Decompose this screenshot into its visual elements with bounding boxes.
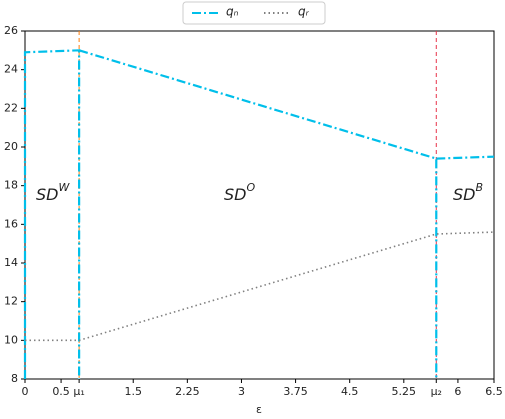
region-label: SDB	[453, 181, 483, 204]
y-tick-label: 24	[4, 63, 18, 76]
y-tick-label: 10	[4, 333, 18, 346]
x-axis-label: ε	[256, 403, 262, 416]
x-tick-label: μ₁	[73, 385, 84, 398]
x-tick-label: 1.5	[124, 385, 142, 398]
region-text: SD	[453, 185, 475, 204]
region-sup: O	[246, 181, 255, 194]
region-sup: B	[475, 181, 483, 194]
x-tick-label: 5.25	[392, 385, 417, 398]
region-text: SD	[36, 185, 58, 204]
region-label: SDO	[224, 181, 255, 204]
x-tick-label: 0.5	[52, 385, 70, 398]
series-line	[25, 231, 495, 342]
plot-frame	[24, 30, 495, 380]
x-tick-label: 3	[238, 385, 245, 398]
y-tick-label: 12	[4, 295, 18, 308]
region-text: SD	[224, 185, 246, 204]
y-tick-label: 22	[4, 101, 18, 114]
y-tick-label: 26	[4, 24, 18, 37]
y-tick-label: 8	[11, 372, 18, 385]
y-tick-label: 18	[4, 179, 18, 192]
y-tick-label: 20	[4, 140, 18, 153]
x-tick-label: 0	[22, 385, 29, 398]
y-tick-label: 14	[4, 256, 18, 269]
legend-label: qᵣ	[298, 5, 310, 19]
x-tick-label: 2.25	[175, 385, 200, 398]
x-tick-label: 4.5	[341, 385, 359, 398]
x-tick-label: 6.5	[485, 385, 503, 398]
x-tick-label: 3.75	[283, 385, 308, 398]
series-line	[23, 49, 495, 379]
region-label: SDW	[36, 181, 70, 204]
x-tick-label: μ₂	[431, 385, 442, 398]
legend-label: qₙ	[226, 5, 239, 19]
legend-box	[182, 1, 326, 25]
region-sup: W	[58, 181, 70, 194]
y-tick-label: 16	[4, 217, 18, 230]
x-tick-label: 6	[454, 385, 461, 398]
